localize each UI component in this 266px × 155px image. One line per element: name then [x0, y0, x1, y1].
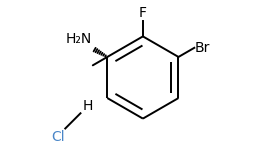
Text: H: H [83, 99, 93, 113]
Text: F: F [139, 6, 147, 20]
Text: H₂N: H₂N [66, 32, 92, 46]
Text: Cl: Cl [51, 130, 64, 144]
Text: Br: Br [195, 41, 210, 55]
